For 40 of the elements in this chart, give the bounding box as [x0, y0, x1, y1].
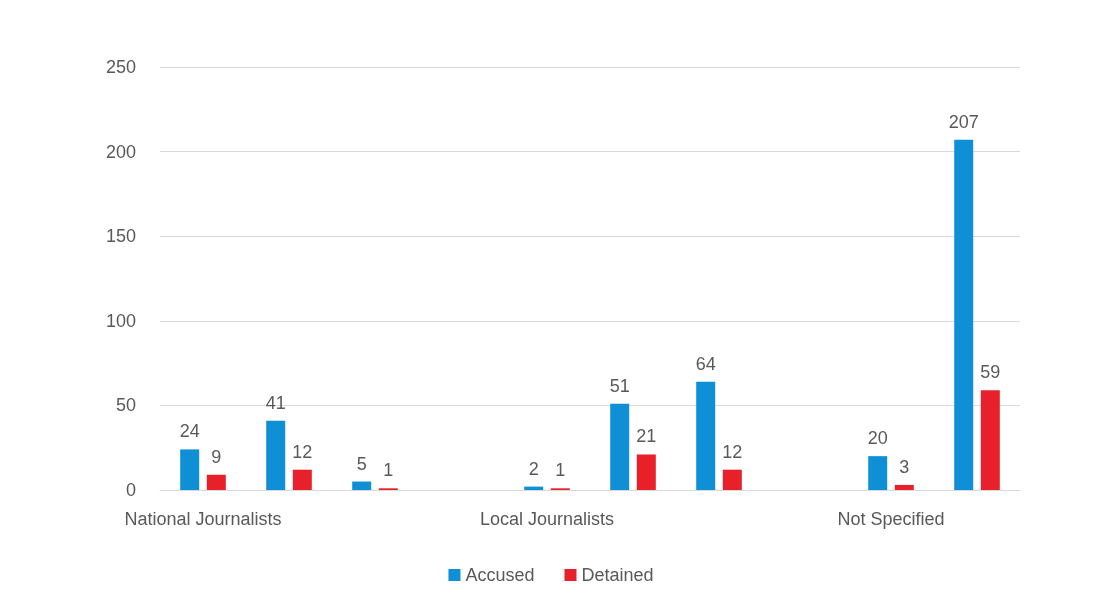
bar — [696, 381, 716, 490]
data-label: 59 — [980, 362, 1001, 383]
x-tick-label: National Journalists — [124, 509, 282, 529]
y-tick-label: 50 — [115, 395, 136, 416]
x-tick-label: Not Specified — [837, 509, 945, 529]
data-label: 1 — [383, 460, 394, 481]
bar — [980, 390, 1000, 490]
bar — [180, 449, 200, 490]
bar — [352, 481, 372, 490]
data-label: 41 — [265, 392, 286, 413]
y-tick-label: 200 — [105, 141, 136, 162]
data-label: 21 — [636, 426, 657, 447]
data-label: 5 — [356, 453, 367, 474]
x-tick-label: Local Journalists — [479, 509, 615, 529]
data-label: 12 — [722, 441, 743, 462]
data-label: 3 — [899, 456, 910, 477]
data-label: 64 — [695, 353, 716, 374]
bar — [266, 420, 286, 490]
bar — [722, 469, 742, 490]
data-label: 9 — [211, 446, 222, 467]
y-tick-label: 250 — [105, 57, 136, 77]
data-label: 20 — [867, 428, 888, 449]
bar — [610, 403, 630, 490]
data-label: 51 — [609, 375, 630, 396]
y-tick-label: 150 — [105, 226, 136, 247]
legend-label: Accused — [465, 565, 535, 585]
y-tick-label: 100 — [105, 310, 136, 331]
bar — [292, 469, 312, 490]
bar — [954, 139, 974, 490]
bar — [894, 484, 914, 490]
data-label: 12 — [292, 441, 313, 462]
legend-label: Detained — [581, 565, 654, 585]
y-tick-label: 0 — [125, 480, 136, 500]
data-label: 1 — [555, 460, 566, 481]
data-label: 2 — [528, 458, 539, 479]
data-label: 24 — [179, 421, 200, 442]
bar — [206, 474, 226, 490]
bar — [868, 456, 888, 490]
data-label: 207 — [948, 111, 979, 132]
bar — [636, 454, 656, 490]
